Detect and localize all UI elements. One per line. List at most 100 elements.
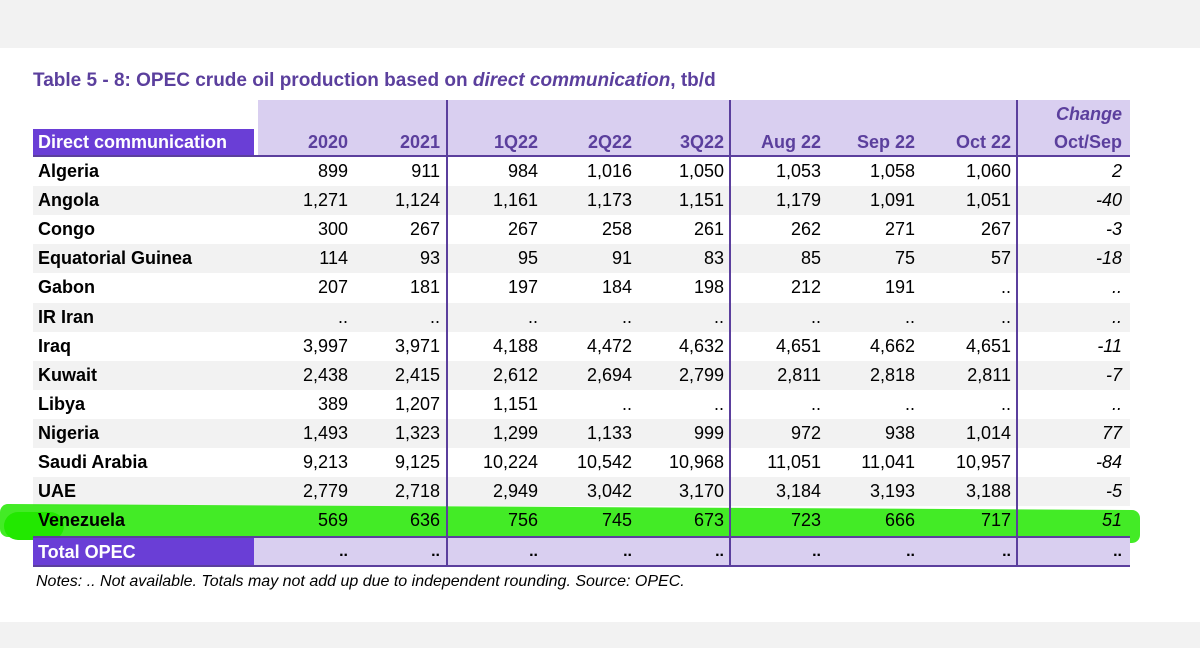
table-cell: 1,051	[965, 190, 1011, 211]
table-cell: 262	[790, 219, 821, 240]
table-cell: 972	[790, 422, 821, 443]
table-cell: 271	[884, 219, 915, 240]
table-cell: 181	[409, 277, 440, 298]
country-name: Kuwait	[38, 364, 98, 385]
table-notes: Notes: .. Not available. Totals may not …	[36, 573, 685, 590]
total-cell: ..	[906, 543, 915, 560]
table-cell: 198	[693, 277, 724, 298]
country-name: Saudi Arabia	[38, 452, 148, 472]
table-cell: 85	[800, 248, 821, 269]
table-row: Algeria 899 911 984 1,016 1,050 1,053 1,058 1,06…	[33, 157, 1130, 186]
table-cell: 2,811	[777, 364, 821, 385]
country-name: Gabon	[38, 277, 95, 298]
table-cell: 267	[409, 219, 440, 240]
table-row: UAE 2,779 2,718 2,949 3,042 3,170 3,184 3,193 3,…	[33, 477, 1130, 507]
table-cell: 3,170	[678, 481, 724, 502]
table-cell: 3,042	[586, 481, 632, 502]
total-label: Total OPEC	[33, 538, 254, 566]
column-header: 3Q22	[679, 132, 724, 152]
total-cell: ..	[1113, 543, 1122, 560]
table-cell: -18	[1095, 248, 1122, 269]
table-cell: 197	[507, 277, 538, 298]
total-cell: ..	[431, 543, 440, 560]
bottom-margin-band	[0, 622, 1200, 648]
table-cell: 1,179	[775, 190, 821, 211]
table-cell: 745	[601, 510, 632, 531]
table-row: Gabon 207 181 197 184 198 212 191....	[33, 273, 1130, 302]
table-cell: ..	[429, 306, 440, 327]
table-cell: -40	[1095, 190, 1122, 211]
table-cell: 666	[884, 510, 915, 531]
table-cell: 2,438	[302, 364, 348, 385]
column-header: 1Q22	[493, 132, 538, 152]
table-cell: 11,041	[861, 452, 915, 472]
table-cell: 3,193	[869, 481, 915, 502]
table-cell: 2,415	[394, 364, 440, 385]
column-divider	[1016, 100, 1018, 566]
column-header: 2020	[307, 132, 348, 152]
table-cell: 1,050	[678, 161, 724, 181]
table-cell: 4,632	[678, 335, 724, 356]
table-cell: 723	[790, 510, 821, 531]
table-cell: 1,151	[492, 393, 538, 414]
table-cell: 2	[1111, 161, 1122, 181]
total-divider	[33, 536, 1130, 538]
table-cell: -84	[1095, 452, 1122, 472]
total-cell: ..	[339, 543, 348, 560]
table-cell: -5	[1105, 481, 1122, 502]
table-title: Table 5 - 8: OPEC crude oil production b…	[33, 70, 716, 92]
table-cell: 10,957	[955, 452, 1011, 472]
table-cell: 114	[319, 248, 348, 269]
table-cell: 1,271	[302, 190, 348, 211]
country-name: Equatorial Guinea	[38, 248, 193, 269]
table-cell: 1,124	[394, 190, 440, 211]
table-cell: 51	[1101, 510, 1122, 531]
table-cell: ..	[904, 393, 915, 414]
table-cell: 258	[601, 219, 632, 240]
table-row: IR Iran..................	[33, 302, 1130, 332]
table-row: Libya 389 1,207 1,151............	[33, 390, 1130, 419]
table-cell: 899	[317, 161, 348, 181]
table-cell: 4,651	[775, 335, 821, 356]
table-cell: ..	[527, 306, 538, 327]
table-cell: 2,779	[302, 481, 348, 502]
table-cell: 1,173	[586, 190, 632, 211]
change-header: Change	[1055, 104, 1122, 124]
table-cell: 4,188	[492, 335, 538, 356]
table-cell: 77	[1101, 422, 1122, 443]
country-name: Nigeria	[38, 422, 100, 443]
table-cell: 207	[317, 277, 348, 298]
table-cell: ..	[1000, 277, 1011, 298]
table-cell: 1,151	[678, 190, 724, 211]
column-header: 2Q22	[587, 132, 632, 152]
title-italic: direct communication	[472, 70, 671, 91]
table-cell: 3,971	[394, 335, 440, 356]
table-cell: 93	[419, 248, 440, 269]
table-cell: -7	[1105, 364, 1122, 385]
table-cell: 10,542	[576, 452, 632, 472]
top-margin-band	[0, 0, 1200, 48]
column-divider	[729, 100, 731, 566]
table-row: Venezuela 569 636 756 745 673 723 666 717 51	[33, 506, 1130, 535]
table-cell: ..	[1000, 393, 1011, 414]
header-divider	[33, 155, 1130, 157]
table-cell: 3,188	[965, 481, 1011, 502]
table-cell: ..	[904, 306, 915, 327]
table-cell: ..	[621, 393, 632, 414]
table-cell: 2,718	[394, 481, 440, 502]
table-row: Iraq 3,997 3,971 4,188 4,472 4,632 4,651 4,662 4…	[33, 332, 1130, 361]
table-cell: ..	[713, 393, 724, 414]
table-header-band	[258, 100, 1130, 156]
table-cell: 267	[980, 219, 1011, 240]
country-name: Angola	[38, 190, 99, 211]
table-cell: 9,125	[394, 452, 440, 472]
table-cell: 212	[790, 277, 821, 298]
table-cell: ..	[621, 306, 632, 327]
table-cell: ..	[1111, 306, 1122, 327]
table-cell: 1,299	[492, 422, 538, 443]
table-cell: 636	[409, 510, 440, 531]
total-cell: ..	[623, 543, 632, 560]
table-cell: 2,694	[586, 364, 632, 385]
column-divider	[446, 100, 448, 566]
total-cell: ..	[812, 543, 821, 560]
